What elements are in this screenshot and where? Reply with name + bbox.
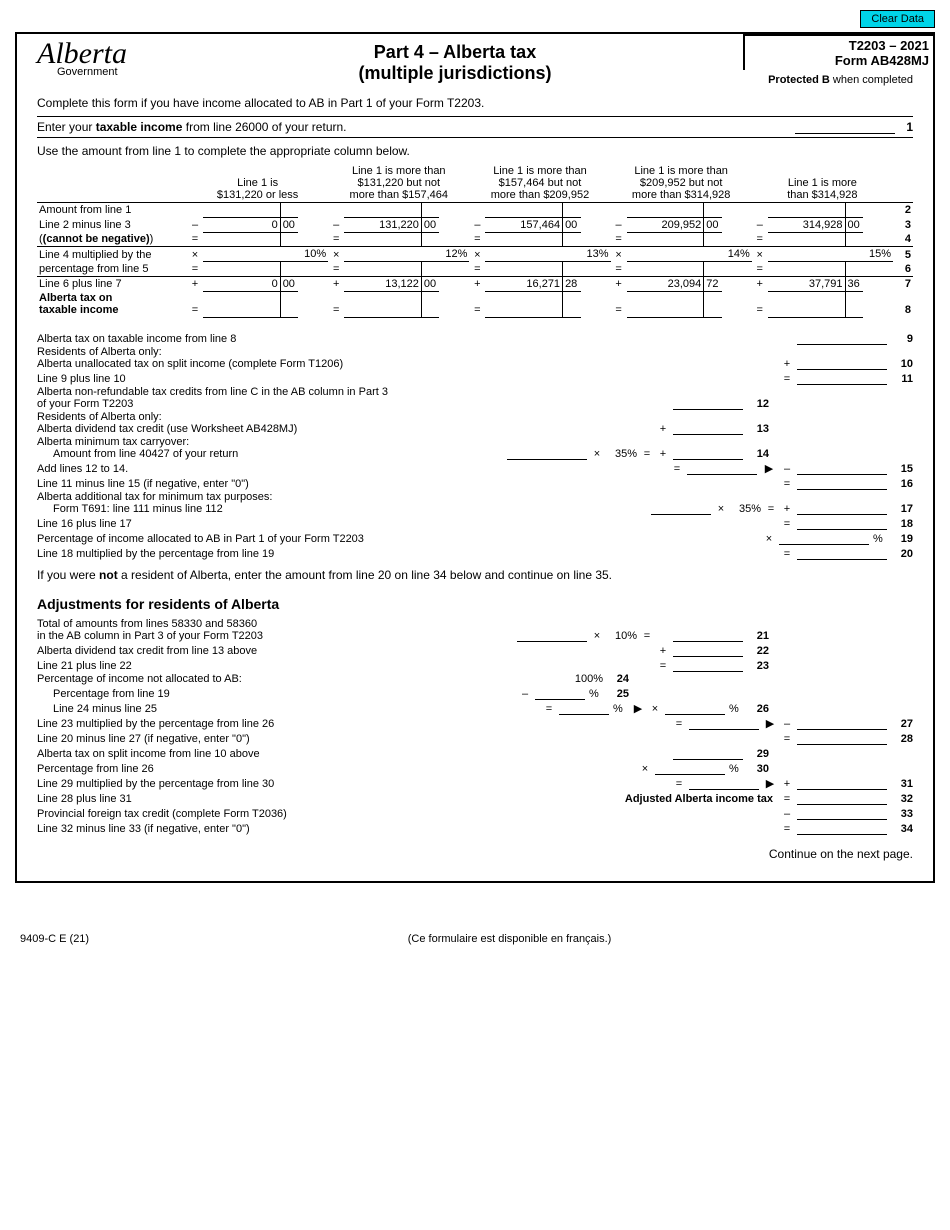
logo-subtitle: Government xyxy=(57,66,167,78)
summary-row: Line 9 plus line 10=11 xyxy=(37,371,913,385)
line-1-input[interactable] xyxy=(795,120,895,134)
line-1-row: Enter your taxable income from line 2600… xyxy=(37,116,913,138)
summary-row: Alberta minimum tax carryover:Amount fro… xyxy=(37,436,913,460)
summary-row: Alberta tax on taxable income from line … xyxy=(37,331,913,345)
page-footer: 9409-C E (21) (Ce formulaire est disponi… xyxy=(15,933,935,945)
summary-row: Residents of Alberta only:Alberta unallo… xyxy=(37,346,913,370)
adjustment-row: Alberta dividend tax credit from line 13… xyxy=(37,643,913,657)
form-page: Alberta Government Part 4 – Alberta tax … xyxy=(15,32,935,883)
footer-center: (Ce formulaire est disponible en françai… xyxy=(408,933,612,945)
intro-text: Complete this form if you have income al… xyxy=(37,96,913,110)
summary-row: Line 18 multiplied by the percentage fro… xyxy=(37,546,913,560)
footer-left: 9409-C E (21) xyxy=(20,933,89,945)
summary-row: Line 11 minus line 15 (if negative, ente… xyxy=(37,476,913,490)
adjustment-row: Percentage from line 26×%30 xyxy=(37,761,913,775)
not-resident-note: If you were not a resident of Alberta, e… xyxy=(37,568,913,582)
protected-label: Protected B when completed xyxy=(743,74,913,86)
adjustment-row: Total of amounts from lines 58330 and 58… xyxy=(37,618,913,642)
clear-data-button[interactable]: Clear Data xyxy=(860,10,935,28)
bracket-table: Line 1 is$131,220 or less Line 1 is more… xyxy=(37,164,913,318)
continue-text: Continue on the next page. xyxy=(37,847,913,861)
page-title-1: Part 4 – Alberta tax xyxy=(167,42,743,63)
summary-row: Add lines 12 to 14.=▶–15 xyxy=(37,461,913,475)
line-1-number: 1 xyxy=(899,120,913,134)
adjustment-row: Line 23 multiplied by the percentage fro… xyxy=(37,716,913,730)
adjustment-row: Line 32 minus line 33 (if negative, ente… xyxy=(37,821,913,835)
adjustment-row: Percentage of income not allocated to AB… xyxy=(37,673,913,685)
adjustment-row: Line 21 plus line 22=23 xyxy=(37,658,913,672)
adjustment-row: Line 20 minus line 27 (if negative, ente… xyxy=(37,731,913,745)
adjustment-row: Line 24 minus line 25=%▶×%26 xyxy=(37,701,913,715)
form-name: Form AB428MJ xyxy=(749,53,929,68)
adjustment-row: Line 28 plus line 31Adjusted Alberta inc… xyxy=(37,791,913,805)
adjustments-heading: Adjustments for residents of Alberta xyxy=(37,596,913,612)
adjustment-row: Percentage from line 19–%25 xyxy=(37,686,913,700)
summary-row: Line 16 plus line 17=18 xyxy=(37,516,913,530)
summary-row: Residents of Alberta only:Alberta divide… xyxy=(37,411,913,435)
page-title-2: (multiple jurisdictions) xyxy=(167,63,743,84)
form-code: T2203 – 2021 xyxy=(749,38,929,53)
adjustment-row: Alberta tax on split income from line 10… xyxy=(37,746,913,760)
summary-row: Alberta non-refundable tax credits from … xyxy=(37,386,913,410)
use-amount-text: Use the amount from line 1 to complete t… xyxy=(37,144,913,158)
summary-row: Percentage of income allocated to AB in … xyxy=(37,531,913,545)
adjustment-row: Provincial foreign tax credit (complete … xyxy=(37,806,913,820)
summary-row: Alberta additional tax for minimum tax p… xyxy=(37,491,913,515)
adjustment-row: Line 29 multiplied by the percentage fro… xyxy=(37,776,913,790)
